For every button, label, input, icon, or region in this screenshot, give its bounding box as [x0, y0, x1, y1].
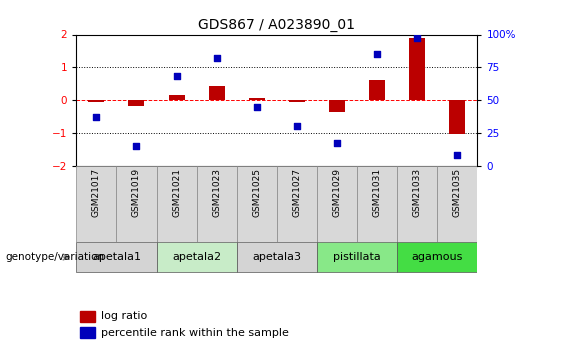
Text: GSM21025: GSM21025 [253, 168, 261, 217]
Text: GSM21027: GSM21027 [293, 168, 301, 217]
Bar [76, 242, 157, 272]
Bar [80, 310, 95, 322]
Bar [157, 242, 237, 272]
Bar [317, 166, 357, 242]
Bar [369, 80, 385, 100]
Point [373, 51, 382, 57]
Bar [397, 166, 437, 242]
Point [92, 114, 101, 120]
Point [212, 55, 221, 61]
Bar [88, 100, 105, 102]
Point [412, 36, 421, 41]
Bar [249, 98, 265, 100]
Text: apetala2: apetala2 [172, 252, 221, 262]
Bar [237, 166, 277, 242]
Bar [76, 166, 116, 242]
Text: GSM21035: GSM21035 [453, 168, 462, 217]
Bar [317, 242, 397, 272]
Bar [397, 242, 477, 272]
Text: agamous: agamous [412, 252, 463, 262]
Text: GSM21021: GSM21021 [172, 168, 181, 217]
Point [252, 104, 261, 109]
Text: apetala1: apetala1 [92, 252, 141, 262]
Text: GSM21029: GSM21029 [333, 168, 341, 217]
Bar [449, 100, 466, 135]
Bar [128, 100, 145, 106]
Bar [357, 166, 397, 242]
Point [293, 124, 302, 129]
Text: GSM21017: GSM21017 [92, 168, 101, 217]
Text: pistillata: pistillata [333, 252, 381, 262]
Bar [437, 166, 477, 242]
Bar [277, 166, 317, 242]
Bar [289, 100, 305, 102]
Bar [116, 166, 157, 242]
Title: GDS867 / A023890_01: GDS867 / A023890_01 [198, 18, 355, 32]
Text: GSM21019: GSM21019 [132, 168, 141, 217]
Bar [157, 166, 197, 242]
Bar [329, 100, 345, 111]
Bar [409, 38, 425, 100]
Text: GSM21023: GSM21023 [212, 168, 221, 217]
Text: genotype/variation: genotype/variation [6, 252, 105, 262]
Text: percentile rank within the sample: percentile rank within the sample [101, 328, 289, 337]
Text: GSM21031: GSM21031 [373, 168, 381, 217]
Point [332, 140, 341, 146]
Text: GSM21033: GSM21033 [413, 168, 421, 217]
Point [132, 143, 141, 149]
Point [172, 74, 181, 79]
Bar [168, 95, 185, 100]
Bar [237, 242, 317, 272]
Bar [197, 166, 237, 242]
Point [453, 152, 462, 158]
Bar [80, 327, 95, 338]
Text: log ratio: log ratio [101, 311, 147, 321]
Text: apetala3: apetala3 [253, 252, 301, 262]
Bar [208, 86, 225, 100]
